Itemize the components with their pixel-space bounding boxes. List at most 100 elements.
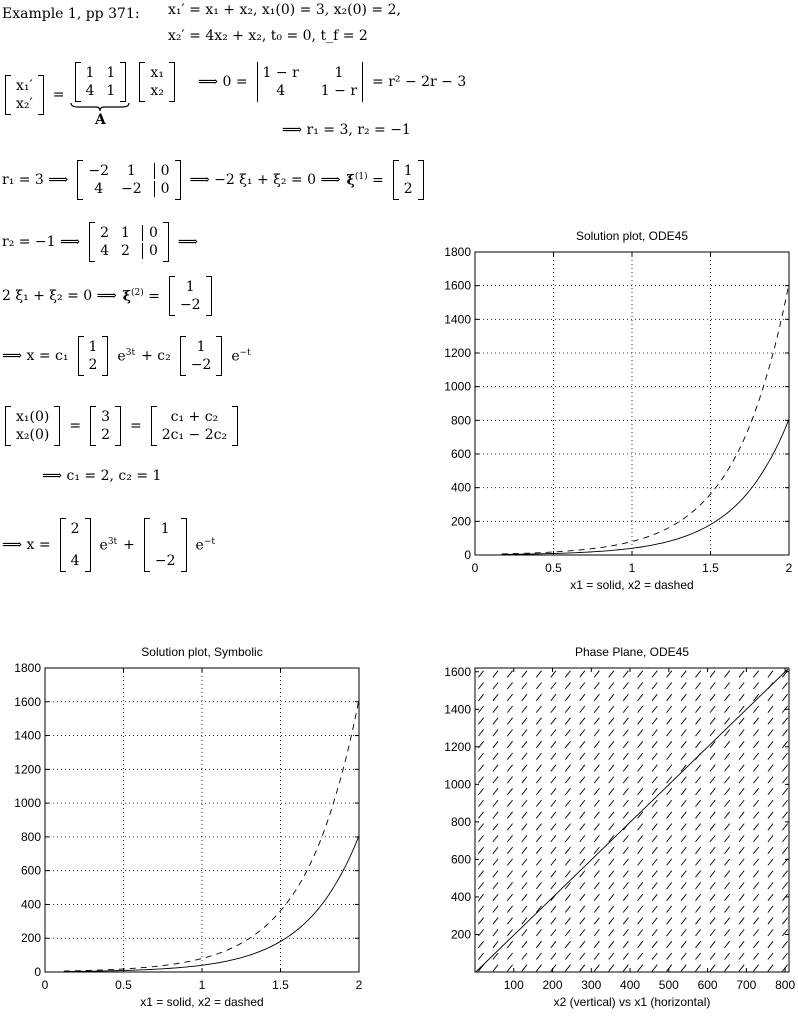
x-tick-label: 1.5: [702, 561, 719, 575]
direction-arrow: [593, 964, 600, 972]
direction-arrow: [593, 858, 600, 866]
series-x2-dashed: [501, 283, 790, 555]
direction-arrow: [579, 693, 586, 702]
direction-arrow: [637, 788, 644, 796]
direction-arrow: [564, 882, 571, 890]
direction-arrow: [579, 776, 586, 784]
direction-arrow: [666, 952, 673, 960]
direction-arrow: [564, 670, 571, 678]
direction-arrow: [535, 717, 542, 725]
direction-arrow: [608, 682, 615, 690]
direction-arrow: [666, 705, 673, 713]
direction-arrow: [738, 835, 745, 843]
det-entry: 1 − r: [262, 65, 299, 81]
series-x2-dashed: [63, 699, 360, 972]
direction-arrow: [637, 870, 644, 878]
direction-arrow: [695, 952, 702, 960]
direction-arrow: [506, 764, 513, 772]
direction-arrow: [666, 776, 673, 784]
direction-arrow: [738, 752, 745, 760]
direction-arrow: [478, 717, 484, 725]
direction-arrow: [593, 905, 600, 913]
direction-arrow: [579, 835, 586, 843]
direction-arrow: [535, 729, 542, 737]
direction-arrow: [680, 823, 687, 831]
direction-arrow: [637, 917, 644, 925]
direction-arrow: [637, 846, 644, 854]
direction-arrow: [593, 764, 600, 772]
direction-arrow: [535, 870, 542, 878]
direction-arrow: [550, 882, 557, 890]
direction-arrow: [506, 670, 513, 678]
direction-arrow: [709, 870, 716, 878]
matrix-entry: 2: [121, 243, 130, 259]
direction-arrow: [637, 940, 644, 949]
direction-arrow: [506, 741, 513, 749]
direction-arrow: [521, 729, 528, 737]
vector-entry: x₁: [150, 65, 164, 81]
direction-arrow: [535, 705, 542, 713]
direction-arrow: [506, 846, 513, 854]
direction-arrow: [680, 917, 687, 925]
y-tick-label: 200: [21, 931, 41, 945]
direction-arrow: [680, 846, 687, 854]
direction-arrow: [709, 917, 716, 925]
direction-arrow: [535, 858, 542, 866]
direction-arrow: [521, 682, 528, 690]
direction-arrow: [622, 905, 629, 913]
direction-arrow: [550, 835, 557, 843]
matrix-entry: 0: [153, 163, 170, 179]
direction-arrow: [492, 693, 499, 702]
direction-arrow: [695, 882, 702, 890]
direction-arrow: [622, 882, 629, 890]
direction-arrow: [709, 752, 716, 760]
direction-arrow: [738, 682, 745, 690]
direction-arrow: [622, 764, 629, 772]
direction-arrow: [767, 693, 774, 702]
direction-arrow: [564, 905, 571, 913]
x-tick-label: 300: [581, 978, 601, 992]
direction-arrow: [564, 811, 571, 819]
direction-arrow: [564, 823, 571, 831]
y-tick-label: 1800: [14, 661, 41, 675]
series-x1-solid: [475, 668, 789, 972]
characteristic-polynomial: = r² − 2r − 3: [372, 74, 467, 90]
direction-arrow: [506, 693, 513, 702]
direction-arrow: [709, 717, 716, 725]
direction-arrow: [521, 776, 528, 784]
direction-arrow: [738, 741, 745, 749]
y-tick-label: 600: [21, 864, 41, 878]
direction-arrow: [767, 705, 774, 713]
r2-implies: ⟹: [177, 234, 198, 250]
vector-entry: 2: [403, 181, 413, 197]
direction-arrow: [608, 858, 615, 866]
direction-arrow: [767, 741, 774, 749]
direction-arrow: [478, 693, 484, 702]
direction-arrow: [753, 823, 760, 831]
series-x1-solid: [63, 835, 360, 972]
direction-arrow: [738, 729, 745, 737]
direction-arrow: [709, 882, 716, 890]
direction-arrow: [608, 952, 615, 960]
direction-arrow: [608, 893, 615, 901]
direction-arrow: [593, 788, 600, 796]
direction-arrow: [608, 741, 615, 749]
r1-row: r₁ = 3 ⟹ −2 1 0 4 −2 0 ⟹ −2 ξ₁ + ξ₂ = 0 …: [2, 160, 427, 200]
direction-arrow: [637, 882, 644, 890]
direction-arrow: [666, 835, 673, 843]
direction-arrow: [550, 741, 557, 749]
initial-conditions: x₁(0) x₂(0) = 3 2 = c₁ + c₂ 2c₁ − 2c₂: [2, 406, 241, 446]
x-tick-label: 0: [42, 978, 49, 992]
direction-arrow: [651, 858, 658, 866]
direction-arrow: [492, 917, 499, 925]
direction-arrow: [492, 893, 499, 901]
direction-arrow: [753, 964, 760, 972]
direction-arrow: [579, 870, 586, 878]
vector-entry: 3: [101, 409, 110, 425]
direction-arrow: [782, 929, 788, 937]
direction-arrow: [608, 752, 615, 760]
direction-arrow: [564, 705, 571, 713]
direction-arrow: [695, 764, 702, 772]
direction-arrow: [608, 823, 615, 831]
direction-arrow: [666, 682, 673, 690]
